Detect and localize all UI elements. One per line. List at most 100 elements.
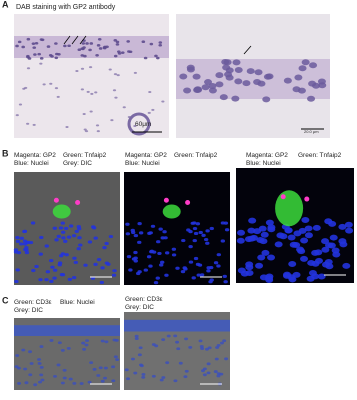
cell (292, 271, 301, 278)
cell (157, 251, 162, 256)
cell (150, 224, 156, 228)
cell (49, 82, 53, 85)
cell (265, 219, 274, 226)
cell (22, 229, 27, 234)
cell (214, 357, 219, 361)
cell (222, 64, 231, 71)
cell (296, 246, 305, 253)
cell (202, 373, 207, 377)
cell (297, 87, 306, 94)
cell (162, 230, 167, 234)
cell (222, 274, 227, 278)
cell (151, 108, 155, 111)
legend: Magenta: GP2 (14, 152, 56, 159)
magenta-cell (163, 197, 169, 203)
cell (151, 374, 156, 378)
legend: Grey: DIC (63, 160, 92, 167)
cell (188, 244, 193, 249)
green-cells (52, 204, 71, 219)
cell (298, 65, 307, 72)
cell (17, 382, 22, 385)
cell (89, 42, 94, 45)
gland (127, 112, 151, 136)
cell (58, 226, 64, 230)
cell (15, 44, 19, 48)
cell (289, 241, 298, 248)
cell (133, 250, 138, 255)
cell (68, 224, 74, 228)
cell (104, 241, 109, 246)
cell (56, 95, 60, 98)
cell (344, 221, 353, 228)
cell (72, 381, 77, 385)
cell (54, 56, 59, 60)
cell (39, 235, 44, 240)
cell (193, 231, 199, 236)
cell (92, 367, 97, 371)
cell (63, 226, 69, 231)
cell (130, 228, 135, 232)
cell (265, 73, 274, 80)
cell (57, 263, 62, 267)
cell (26, 122, 30, 125)
cell (79, 382, 84, 385)
cell (68, 377, 73, 381)
cell (77, 236, 82, 240)
cell (28, 240, 34, 245)
cell (257, 254, 266, 261)
cell (137, 222, 142, 226)
cell (71, 275, 77, 280)
cell (173, 334, 178, 338)
cell (213, 261, 219, 265)
cell (87, 240, 93, 244)
cell (85, 42, 89, 45)
cell (81, 42, 86, 45)
cell (216, 264, 221, 268)
cell (186, 66, 195, 73)
cell (55, 52, 59, 56)
cell (19, 236, 24, 240)
cell (96, 44, 101, 47)
panel-label: B (2, 148, 9, 158)
cell (91, 226, 97, 230)
cell (120, 51, 125, 54)
cell (149, 250, 154, 254)
cell (37, 362, 42, 365)
cell (188, 346, 193, 349)
cell (83, 128, 87, 131)
cell (50, 265, 55, 269)
cell (54, 87, 59, 90)
cell (89, 361, 94, 365)
cell (260, 231, 269, 238)
cell (192, 226, 198, 231)
magenta-cell (280, 194, 286, 200)
cell (106, 262, 111, 266)
cell (301, 216, 310, 223)
cell (205, 241, 210, 245)
cell (184, 337, 189, 341)
cell (90, 92, 94, 95)
cell (158, 227, 163, 231)
legend: Green: Tnfaip2 (63, 152, 107, 159)
cell (15, 114, 19, 117)
cell (166, 334, 171, 338)
cell (44, 278, 49, 282)
cell (113, 73, 118, 76)
cell (115, 43, 120, 46)
cell (100, 379, 105, 383)
cell (327, 242, 336, 249)
cell (321, 238, 330, 245)
cell (161, 100, 165, 103)
cell (204, 79, 213, 86)
cell (183, 375, 188, 379)
cell (96, 130, 100, 133)
cell (71, 234, 77, 238)
cell (312, 224, 321, 231)
cell (192, 221, 197, 225)
legend: Blue: Nuclei (60, 299, 95, 306)
cell (74, 229, 79, 234)
cell (244, 236, 253, 243)
cell (95, 53, 99, 57)
magenta-cell (304, 196, 310, 202)
cell (56, 234, 61, 238)
